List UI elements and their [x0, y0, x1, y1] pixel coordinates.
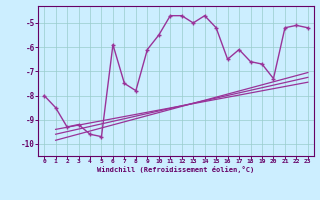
X-axis label: Windchill (Refroidissement éolien,°C): Windchill (Refroidissement éolien,°C) — [97, 166, 255, 173]
